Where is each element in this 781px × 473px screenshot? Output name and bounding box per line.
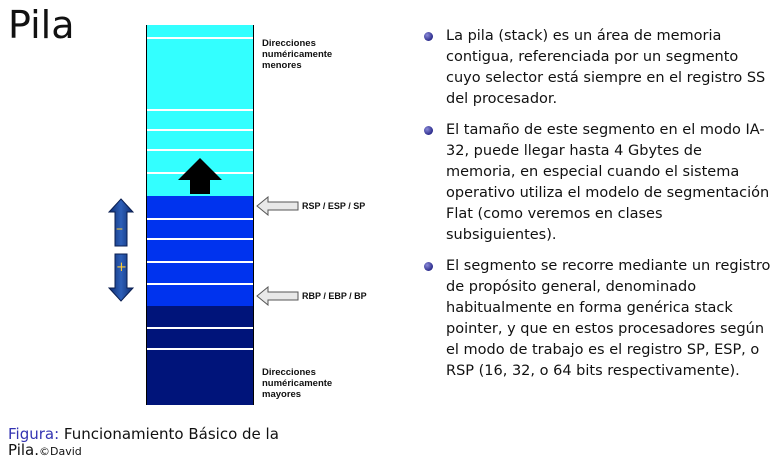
bullet-text: El tamaño de este segmento en el modo IA… bbox=[446, 122, 770, 243]
stack-right-edge bbox=[253, 25, 254, 405]
caption-text: Funcionamiento Básico de la Pila. bbox=[8, 425, 279, 459]
base-pointer-label: RBP / EBP / BP bbox=[302, 291, 367, 301]
old-stack-region bbox=[146, 306, 254, 405]
bullet-text: La pila (stack) es un área de memoria co… bbox=[446, 28, 766, 107]
bullet-item: El tamaño de este segmento en el modo IA… bbox=[422, 120, 774, 246]
bullet-item: La pila (stack) es un área de memoria co… bbox=[422, 26, 774, 110]
top-label-line: menores bbox=[262, 60, 302, 71]
stack-slot-line bbox=[146, 238, 254, 240]
caption-prefix: Figura: bbox=[8, 425, 60, 443]
stack-slot-line bbox=[146, 109, 254, 111]
stack-left-edge bbox=[146, 25, 147, 405]
stack-slot-line bbox=[146, 129, 254, 131]
increase-down-arrow-icon bbox=[108, 253, 134, 302]
stack-slot-line bbox=[146, 149, 254, 151]
top-label-line: numéricamente bbox=[262, 49, 333, 60]
bottom-label-line: numéricamente bbox=[262, 378, 333, 389]
caption-copyright: ©David bbox=[39, 445, 82, 458]
stack-slot-line bbox=[146, 283, 254, 285]
bullet-list: La pila (stack) es un área de memoria co… bbox=[422, 26, 774, 392]
bottom-label-line: Direcciones bbox=[262, 367, 316, 378]
stack-slot-line bbox=[146, 37, 254, 39]
stack-diagram bbox=[146, 25, 254, 405]
stack-slot-line bbox=[146, 218, 254, 220]
bullet-dot-icon bbox=[424, 32, 433, 41]
stack-slot-line bbox=[146, 327, 254, 329]
figure-caption: Figura: Funcionamiento Básico de la Pila… bbox=[8, 426, 308, 460]
used-stack-region bbox=[146, 196, 254, 306]
bottom-address-label: Direcciones numéricamente mayores bbox=[262, 367, 332, 400]
bullet-item: El segmento se recorre mediante un regis… bbox=[422, 256, 774, 382]
top-label-line: Direcciones bbox=[262, 38, 316, 49]
base-pointer-arrow-icon bbox=[256, 286, 299, 306]
bullet-dot-icon bbox=[424, 126, 433, 135]
stack-slot-line bbox=[146, 348, 254, 350]
plus-sign: + bbox=[116, 260, 127, 275]
stack-pointer-arrow-icon bbox=[256, 196, 299, 216]
minus-sign: – bbox=[116, 221, 123, 237]
slide-title: Pila bbox=[8, 3, 75, 47]
push-up-arrow-icon bbox=[178, 158, 222, 194]
bottom-label-line: mayores bbox=[262, 389, 302, 400]
bullet-text: El segmento se recorre mediante un regis… bbox=[446, 258, 771, 379]
top-address-label: Direcciones numéricamente menores bbox=[262, 38, 332, 71]
decrease-up-arrow-icon bbox=[108, 198, 134, 247]
stack-pointer-label: RSP / ESP / SP bbox=[302, 201, 366, 211]
bullet-dot-icon bbox=[424, 262, 433, 271]
stack-slot-line bbox=[146, 261, 254, 263]
